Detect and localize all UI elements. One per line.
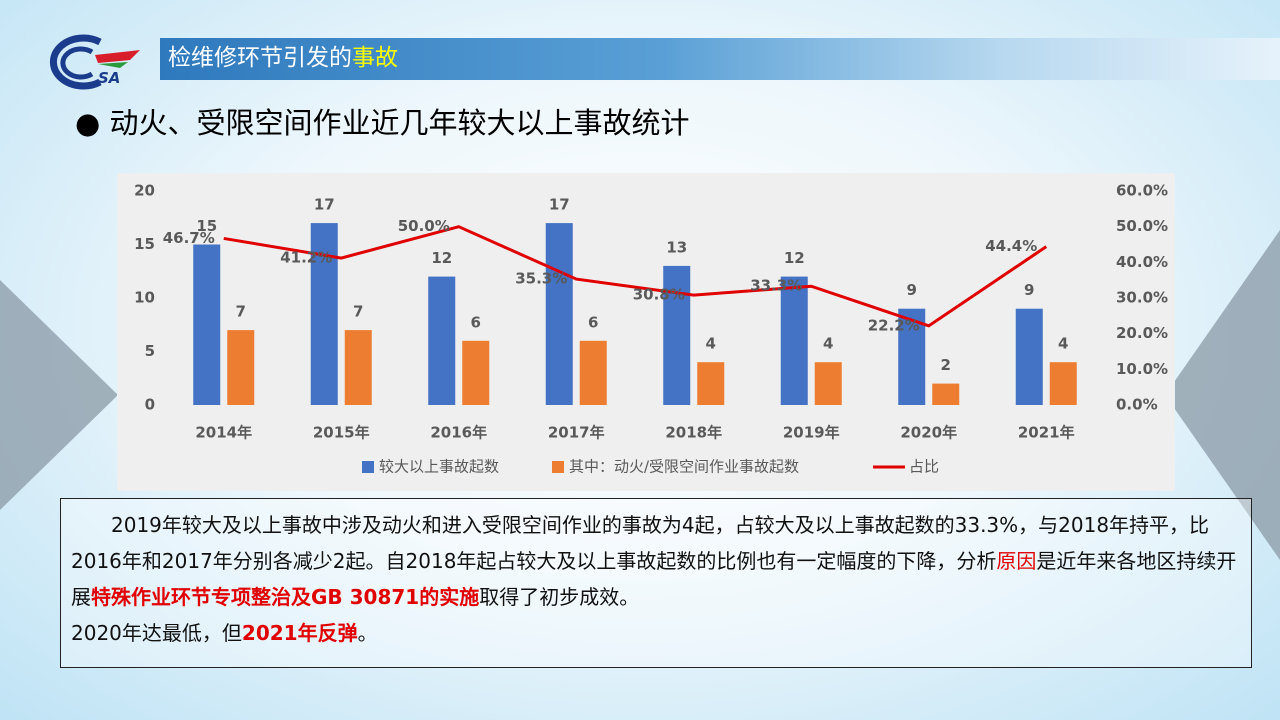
text-run: 2019年较大及以上事故中涉及动火和进入受限空间作业的事故为4起，占较大及以上事…: [71, 513, 1210, 573]
value-label: 4: [1058, 335, 1068, 353]
value-label: 9: [907, 281, 917, 299]
value-label: 2: [941, 356, 951, 374]
bullet-text: 动火、受限空间作业近几年较大以上事故统计: [109, 106, 690, 140]
text-run: 。: [357, 621, 378, 645]
value-label: 12: [431, 249, 452, 267]
value-label: 35.3%: [515, 270, 567, 288]
text-run: 2020年达最低，但: [71, 621, 242, 645]
value-label: 13: [666, 238, 687, 256]
text-run: 2021年反弹: [241, 621, 358, 645]
y-tick-label: 20: [134, 182, 155, 200]
y2-tick-label: 60.0%: [1116, 182, 1168, 200]
value-label: 4: [706, 335, 716, 353]
y-tick-label: 15: [134, 235, 155, 253]
x-tick-label: 2016年: [430, 424, 487, 442]
x-tick-label: 2017年: [548, 424, 605, 442]
bar: [697, 362, 725, 405]
text-run: 特殊作业环节专项整治及GB 30871的实施: [91, 585, 480, 609]
value-label: 12: [784, 249, 805, 267]
value-label: 4: [823, 335, 833, 353]
x-tick-label: 2021年: [1018, 424, 1075, 442]
y2-tick-label: 30.0%: [1116, 289, 1168, 307]
bar: [1049, 362, 1077, 405]
y2-tick-label: 20.0%: [1116, 324, 1168, 342]
bar: [545, 223, 573, 405]
legend-swatch: [362, 461, 374, 473]
value-label: 22.2%: [868, 316, 920, 334]
bar: [344, 330, 372, 405]
bar: [898, 308, 926, 405]
bar: [462, 340, 490, 405]
title-bar: [160, 38, 1280, 80]
value-label: 6: [588, 313, 598, 331]
bar: [663, 265, 691, 405]
bullet: ● 动火、受限空间作业近几年较大以上事故统计: [75, 106, 690, 140]
bar: [814, 362, 842, 405]
title-highlight: 事故: [352, 45, 398, 71]
value-label: 50.0%: [398, 217, 450, 235]
x-tick-label: 2015年: [313, 424, 370, 442]
y2-tick-label: 0.0%: [1116, 396, 1158, 414]
legend-label: 占比: [909, 458, 939, 476]
bar: [932, 383, 960, 405]
y-tick-label: 0: [145, 396, 155, 414]
y-tick-label: 5: [145, 342, 155, 360]
value-label: 7: [353, 303, 363, 321]
logo: SA: [49, 34, 140, 90]
side-triangle: [0, 280, 118, 510]
y-tick-label: 10: [134, 289, 155, 307]
value-label: 17: [549, 196, 570, 214]
value-label: 46.7%: [163, 229, 215, 247]
value-label: 7: [236, 303, 246, 321]
legend-label: 其中：动火/受限空间作业事故起数: [569, 458, 799, 476]
value-label: 6: [471, 313, 481, 331]
text-run: 原因: [996, 549, 1037, 573]
bar: [227, 330, 255, 405]
text-run: 取得了初步成效。: [479, 585, 640, 609]
legend-swatch: [552, 461, 564, 473]
x-tick-label: 2014年: [195, 424, 252, 442]
value-label: 17: [314, 196, 335, 214]
legend-label: 较大以上事故起数: [379, 458, 499, 476]
bar: [193, 244, 221, 405]
value-label: 9: [1024, 281, 1034, 299]
y2-tick-label: 50.0%: [1116, 217, 1168, 235]
y2-tick-label: 40.0%: [1116, 253, 1168, 271]
x-tick-label: 2019年: [783, 424, 840, 442]
side-triangle: [1165, 230, 1280, 560]
line: [223, 225, 1048, 328]
slide-title: 检维修环节引发的事故: [168, 42, 398, 74]
chart-area: [117, 173, 1175, 491]
bar: [428, 276, 456, 405]
value-label: 41.2%: [280, 249, 332, 267]
text-run: 是近年来各地区持续开展: [71, 549, 1237, 609]
paragraph: 2019年较大及以上事故中涉及动火和进入受限空间作业的事故为4起，占较大及以上事…: [60, 498, 1252, 668]
value-label: 30.8%: [633, 286, 685, 304]
value-label: 15: [196, 217, 217, 235]
bar: [579, 340, 607, 405]
y2-tick-label: 10.0%: [1116, 360, 1168, 378]
title-text: 检维修环节引发的: [168, 45, 352, 71]
value-label: 33.3%: [750, 277, 802, 295]
bar: [780, 276, 808, 405]
logo-text: SA: [98, 69, 120, 87]
x-tick-label: 2018年: [665, 424, 722, 442]
bar: [1015, 308, 1043, 405]
value-label: 44.4%: [985, 237, 1037, 255]
x-tick-label: 2020年: [900, 424, 957, 442]
